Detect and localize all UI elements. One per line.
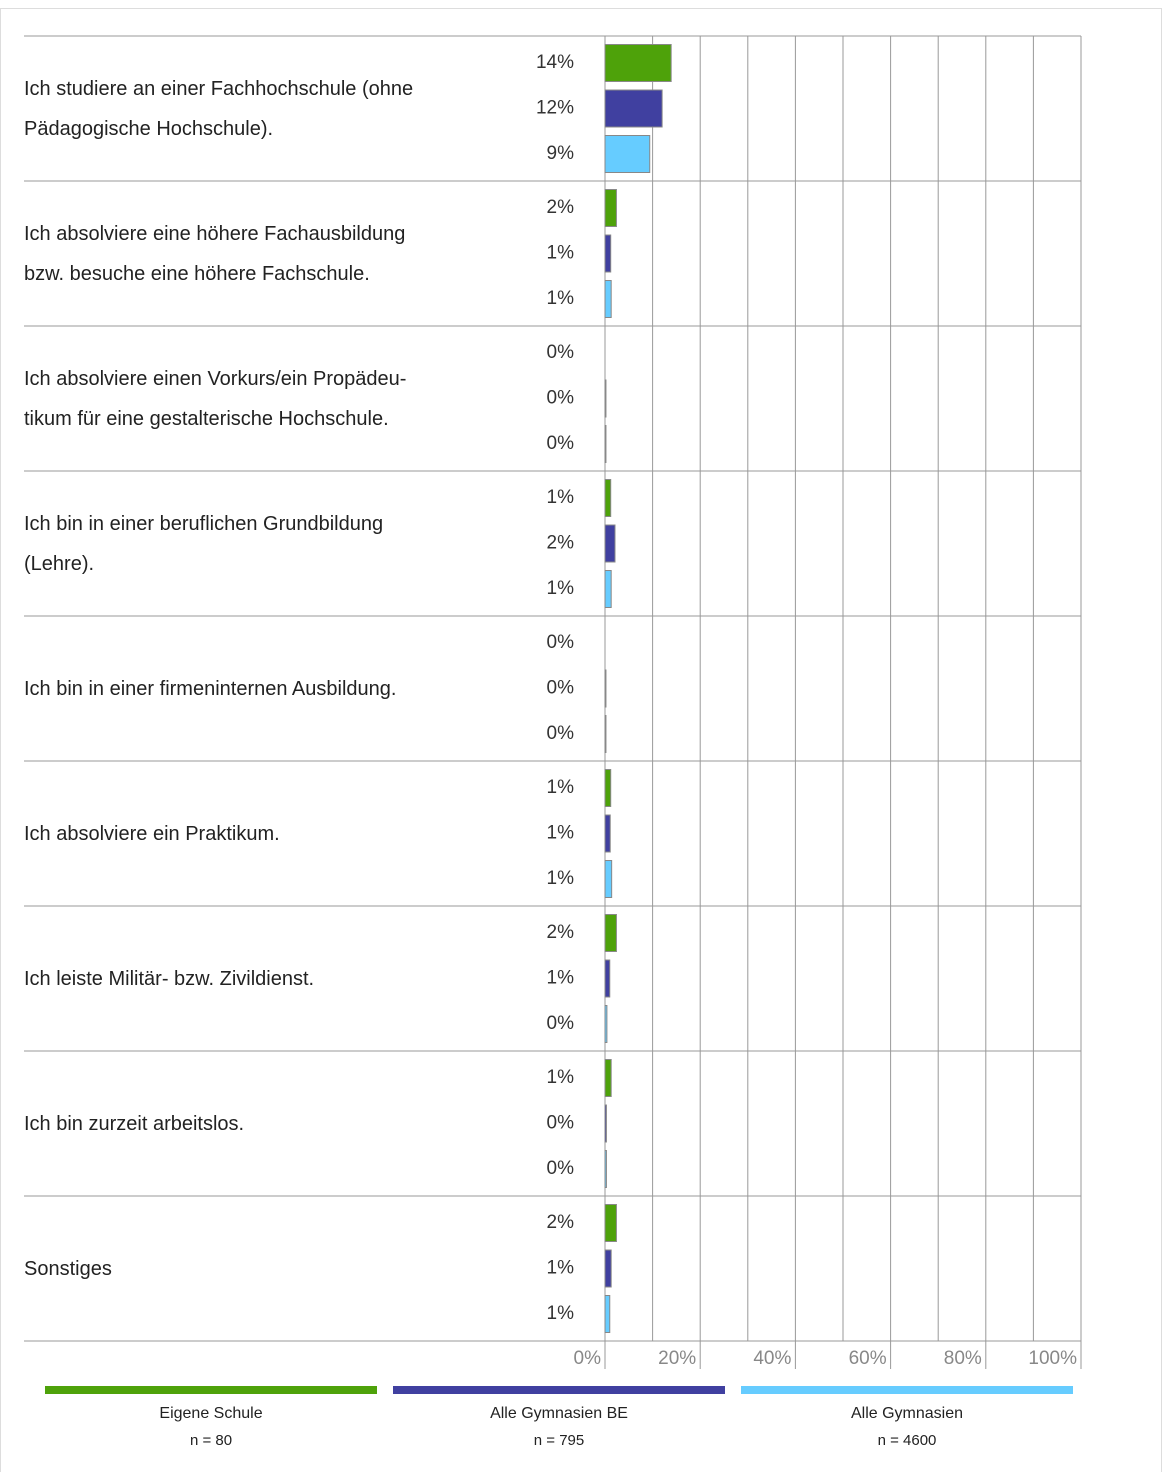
value-label: 12% [536,98,574,119]
value-label: 0% [547,632,575,653]
value-label: 0% [547,388,575,409]
bar [604,914,617,952]
legend-label: Alle Gymnasien [851,1405,963,1422]
bar [604,1249,612,1288]
bar [604,570,612,608]
bar [604,1059,612,1097]
bar [604,1104,607,1143]
legend-swatch [45,1386,377,1394]
category-label: Ich leiste Militär- bzw. Zivildienst. [24,967,315,990]
value-label: 2% [547,533,575,554]
value-label: 1% [547,1258,575,1279]
value-label: 0% [547,723,575,744]
category-label: Ich absolviere einen Vorkurs/ein Propäde… [24,367,407,430]
value-label: 1% [547,777,575,798]
value-label: 0% [547,342,575,363]
x-tick-label: 60% [849,1348,887,1369]
category-label: Ich bin in einer beruflichen Grundbildun… [24,512,384,575]
legend-swatch [393,1386,725,1394]
bar [604,135,651,173]
value-label: 2% [547,922,575,943]
bar [604,1150,607,1188]
value-label: 2% [547,1212,575,1233]
value-label: 1% [547,868,575,889]
bar [604,814,611,853]
bar [604,959,611,998]
bar [604,44,672,82]
legend-note: n = 4600 [878,1432,937,1449]
value-label: 0% [547,1158,575,1179]
value-label: 1% [547,487,575,508]
bar [604,479,612,517]
x-tick-label: 80% [944,1348,982,1369]
category-label: Sonstiges [24,1257,112,1280]
bar [604,425,607,463]
value-label: 9% [547,143,575,164]
bar [604,669,607,708]
value-label: 1% [547,243,575,264]
category-label: Ich bin zurzeit arbeitslos. [24,1112,245,1135]
bar [604,860,613,898]
x-tick-label: 40% [753,1348,791,1369]
value-label: 0% [547,1113,575,1134]
bar [604,89,663,128]
category-label: Ich absolviere ein Praktikum. [24,822,280,845]
bar [604,524,616,563]
x-tick-label: 0% [574,1348,602,1369]
bar [604,1204,617,1242]
value-label: 0% [547,678,575,699]
bar [604,280,612,318]
category-label: Ich studiere an einer Fachhochschule (oh… [24,77,414,140]
bar [604,379,607,418]
value-label: 2% [547,197,575,218]
legend-note: n = 80 [190,1432,232,1449]
legend-label: Alle Gymnasien BE [490,1405,628,1422]
bar [604,234,612,273]
legend-label: Eigene Schule [159,1405,262,1422]
bar [604,715,607,753]
frame [0,8,1162,1472]
bar [604,1005,608,1043]
legend-swatch [741,1386,1073,1394]
x-tick-label: 20% [658,1348,696,1369]
bar [604,1295,611,1333]
bar [604,189,617,227]
value-label: 1% [547,823,575,844]
value-label: 0% [547,1013,575,1034]
legend-note: n = 795 [534,1432,584,1449]
value-label: 0% [547,433,575,454]
bar [604,769,612,807]
value-label: 1% [547,968,575,989]
x-tick-label: 100% [1028,1348,1077,1369]
category-label: Ich bin in einer firmeninternen Ausbildu… [24,677,397,700]
value-label: 1% [547,578,575,599]
category-label: Ich absolviere eine höhere Fachausbildun… [24,222,406,285]
value-label: 14% [536,52,574,73]
value-label: 1% [547,1303,575,1324]
value-label: 1% [547,288,575,309]
value-label: 1% [547,1067,575,1088]
